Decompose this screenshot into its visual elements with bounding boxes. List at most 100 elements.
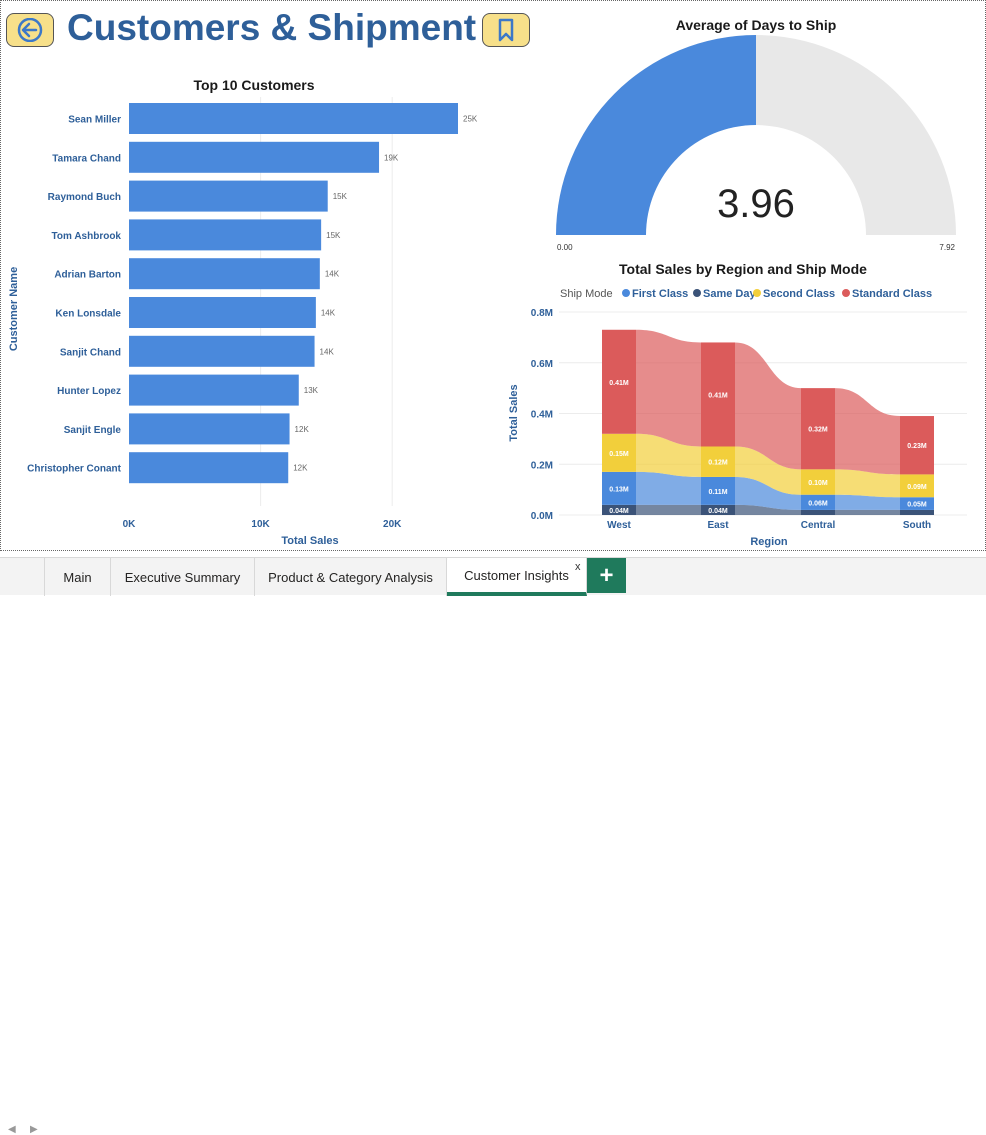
- customer-bar: [129, 374, 299, 406]
- close-tab-icon[interactable]: x: [575, 561, 581, 573]
- segment-data-label: 0.04M: [609, 508, 629, 515]
- segment-data-label: 0.12M: [708, 460, 728, 467]
- ribbon-same-day: [835, 509, 900, 515]
- stacked-segment: [900, 474, 934, 498]
- tab-main[interactable]: Main: [44, 558, 111, 596]
- x-tick-label: 10K: [251, 519, 270, 530]
- segment-data-label: 0.15M: [609, 451, 629, 458]
- top-customers-title: Top 10 Customers: [193, 77, 315, 93]
- y-tick-label: 0.4M: [531, 410, 553, 421]
- ribbon-standard-class: [735, 342, 801, 470]
- bar-data-label: 15K: [333, 192, 348, 201]
- legend-marker: [693, 289, 701, 297]
- stacked-segment: [701, 446, 735, 477]
- legend-item: Same Day: [703, 288, 756, 300]
- stacked-segment: [602, 433, 636, 472]
- gauge-min-label: 0.00: [557, 243, 573, 252]
- segment-data-label: 0.10M: [808, 480, 828, 487]
- customer-label: Sanjit Engle: [64, 425, 122, 436]
- tab-customer-insights[interactable]: Customer Insights: [447, 558, 587, 596]
- page-tab-bar: ◀ ▶ Main Executive Summary Product & Cat…: [0, 557, 986, 1135]
- stacked-segment: [602, 329, 636, 434]
- bar-data-label: 19K: [384, 153, 399, 162]
- segment-data-label: 0.05M: [907, 502, 927, 509]
- segment-data-label: 0.23M: [907, 443, 927, 450]
- customer-label: Sanjit Chand: [60, 347, 121, 358]
- bookmark-button[interactable]: [482, 13, 530, 47]
- segment-data-label: 0.11M: [708, 489, 727, 496]
- customer-label: Sean Miller: [68, 115, 121, 126]
- bar-data-label: 25K: [463, 115, 478, 124]
- x-axis-title: Region: [750, 536, 788, 548]
- bar-data-label: 15K: [326, 231, 341, 240]
- ribbon-same-day: [636, 504, 701, 515]
- customer-bar: [129, 219, 322, 251]
- x-tick-label: 0K: [123, 519, 137, 530]
- customer-label: Adrian Barton: [54, 270, 121, 281]
- region-tick-label: Central: [801, 520, 836, 531]
- bar-data-label: 14K: [325, 270, 340, 279]
- stacked-segment: [801, 494, 835, 510]
- tab-product-category-analysis[interactable]: Product & Category Analysis: [255, 558, 447, 596]
- ribbon-second-class: [735, 446, 801, 495]
- stacked-segment: [701, 476, 735, 505]
- stacked-segment: [801, 388, 835, 470]
- report-canvas: Customers & Shipment Top 10 Customers Se…: [0, 0, 986, 551]
- customer-label: Tom Ashbrook: [52, 231, 122, 242]
- gauge-value: 3.96: [717, 182, 795, 226]
- region-ship-mode-chart: Ship Mode First Class Same Day Second Class…: [508, 288, 967, 548]
- bar-data-label: 12K: [293, 464, 308, 473]
- stacked-segment: [701, 504, 735, 515]
- ribbon-first-class: [735, 476, 801, 510]
- customer-bar: [129, 452, 289, 484]
- y-axis-title: Total Sales: [508, 384, 520, 441]
- add-page-button[interactable]: +: [587, 558, 626, 593]
- tab-scroll-left-icon[interactable]: ◀: [8, 1124, 16, 1135]
- page-title: Customers & Shipment: [67, 7, 477, 48]
- y-tick-label: 0.6M: [531, 359, 553, 370]
- region-tick-label: West: [607, 520, 631, 531]
- customer-bar: [129, 258, 320, 290]
- customer-bar: [129, 413, 290, 445]
- ribbon-first-class: [835, 494, 900, 510]
- stacked-segment: [701, 342, 735, 447]
- stacked-segment: [900, 509, 934, 515]
- legend-marker: [753, 289, 761, 297]
- customer-bar: [129, 180, 328, 212]
- ribbon-second-class: [835, 469, 900, 498]
- customer-label: Christopher Conant: [27, 464, 122, 475]
- segment-data-label: 0.32M: [808, 427, 828, 434]
- tab-scroll-right-icon[interactable]: ▶: [30, 1124, 38, 1135]
- customer-bar: [129, 141, 380, 173]
- customer-label: Hunter Lopez: [57, 386, 121, 397]
- legend-marker: [622, 289, 630, 297]
- ribbon-same-day: [735, 504, 801, 515]
- x-tick-label: 20K: [383, 519, 402, 530]
- legend-marker: [842, 289, 850, 297]
- bar-data-label: 14K: [321, 309, 336, 318]
- ribbon-standard-class: [636, 329, 701, 447]
- bookmark-icon: [498, 18, 514, 42]
- y-tick-label: 0.2M: [531, 460, 553, 471]
- segment-data-label: 0.41M: [708, 392, 728, 399]
- region-tick-label: South: [903, 520, 931, 531]
- gauge-fill: [556, 35, 756, 235]
- gauge-title: Average of Days to Ship: [675, 17, 837, 33]
- stacked-segment: [801, 469, 835, 495]
- customer-bar: [129, 103, 458, 134]
- customer-bar: [129, 297, 316, 328]
- back-button[interactable]: [6, 13, 54, 47]
- bar-data-label: 12K: [295, 425, 310, 434]
- stacked-segment: [900, 497, 934, 510]
- segment-data-label: 0.41M: [609, 380, 629, 387]
- segment-data-label: 0.13M: [609, 486, 629, 493]
- ribbon-standard-class: [835, 388, 900, 475]
- segment-data-label: 0.04M: [708, 508, 728, 515]
- tab-executive-summary[interactable]: Executive Summary: [111, 558, 255, 596]
- stacked-segment: [801, 509, 835, 515]
- legend-item: First Class: [632, 288, 688, 300]
- arrow-left-icon: [17, 18, 43, 42]
- segment-data-label: 0.06M: [808, 500, 828, 507]
- legend-item: Second Class: [763, 288, 835, 300]
- customer-bar: [129, 335, 315, 367]
